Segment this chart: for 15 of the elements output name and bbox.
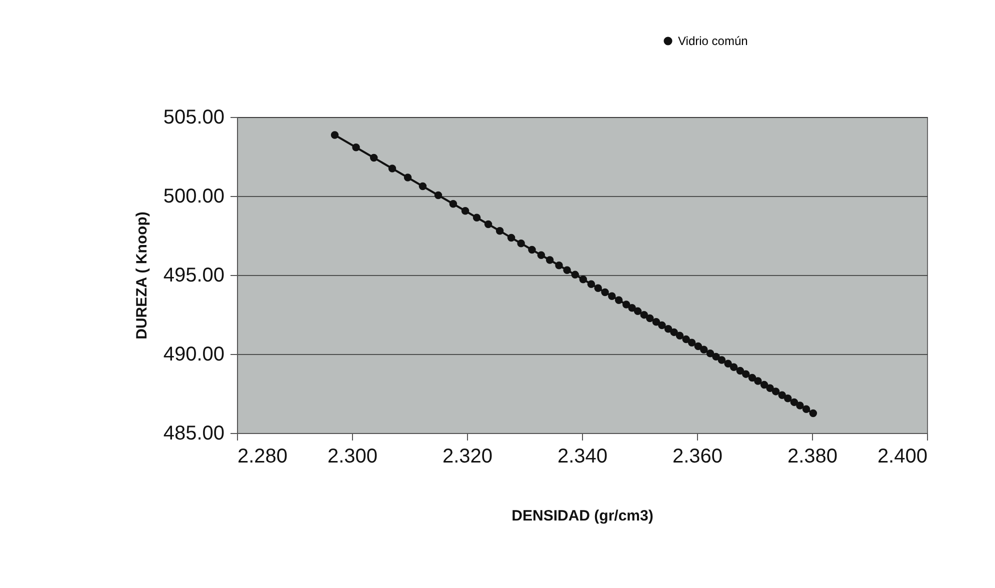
x-tick-label: 2.300: [327, 446, 378, 468]
y-tick-label: 485.00: [163, 422, 224, 444]
x-tick-label: 2.400: [877, 446, 928, 468]
y-tick-label: 505.00: [163, 106, 224, 128]
x-tick-label: 2.360: [672, 446, 723, 468]
x-tick-label: 2.380: [787, 446, 838, 468]
y-tick-label: 500.00: [163, 186, 224, 208]
x-tick-label: 2.340: [557, 446, 608, 468]
x-tick-label: 2.280: [238, 446, 288, 468]
legend-label: Vidrio común: [678, 34, 748, 48]
x-tick-label: 2.320: [442, 446, 493, 468]
y-tick-label: 495.00: [163, 264, 224, 286]
x-axis-title: DENSIDAD (gr/cm3): [512, 508, 654, 524]
y-axis-title: DUREZA ( Knoop): [133, 212, 150, 340]
y-tick-label: 490.00: [163, 344, 224, 366]
